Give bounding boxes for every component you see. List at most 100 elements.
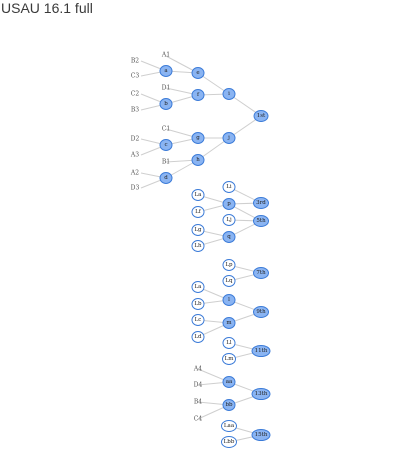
node-label: Lm [225,356,235,362]
node-bb[interactable]: bb [222,399,236,411]
node-p[interactable]: p [222,198,236,210]
node-e[interactable]: e [191,67,205,79]
node-circle [222,259,236,271]
node-circle [222,132,236,144]
node-label: a [164,68,168,74]
node-circle [191,314,205,326]
node-label: l [228,297,230,303]
node-label: e [196,70,199,76]
node-5th[interactable]: 5th [253,215,269,227]
node-circle [222,353,236,365]
node-i[interactable]: i [222,88,236,100]
node-b[interactable]: b [159,98,173,110]
node-circle [253,215,269,227]
node-label: q [227,234,231,240]
node-3rd[interactable]: 3rd [253,197,269,209]
node-Lf[interactable]: Lf [191,206,205,218]
node-circle [222,231,236,243]
node-label: h [196,157,200,163]
node-circle [253,267,269,279]
node-circle [253,197,269,209]
node-label: Li [226,184,232,190]
node-label: 13th [255,391,268,397]
node-d[interactable]: d [159,172,173,184]
node-circle [222,275,236,287]
node-circle [222,376,236,388]
node-circle [191,206,205,218]
node-circle [222,294,236,306]
node-9th[interactable]: 9th [253,306,269,318]
seed-label: C4 [194,416,203,423]
node-circle [191,281,205,293]
node-circle [191,154,205,166]
node-circle [253,110,269,122]
node-label: d [164,175,168,181]
seed-label: D3 [131,185,140,192]
node-Ll[interactable]: Ll [222,337,236,349]
node-l[interactable]: l [222,294,236,306]
page-title: USAU 16.1 full [1,0,93,16]
seed-label: C2 [131,91,140,98]
seed-labels: B2 C3 A1 C2 B3 D1 D2 A3 C1 A2 D3 B1 A4 D… [130,52,203,423]
node-1st[interactable]: 1st [253,110,269,122]
node-m[interactable]: m [222,317,236,329]
node-label: 7th [256,270,266,276]
node-j[interactable]: j [222,132,236,144]
node-label: Laa [224,423,235,429]
node-q[interactable]: q [222,231,236,243]
seed-label: B3 [131,107,139,114]
node-Lc[interactable]: Lc [191,314,205,326]
seed-label: D1 [162,85,171,92]
node-g[interactable]: g [191,132,205,144]
node-Lq[interactable]: Lq [222,275,236,287]
node-13th[interactable]: 13th [251,388,271,400]
node-circle [222,181,236,193]
node-Lh[interactable]: Lh [191,240,205,252]
node-circle [191,89,205,101]
node-label: bb [225,402,233,408]
node-h[interactable]: h [191,154,205,166]
node-label: Lh [194,243,202,249]
node-Li[interactable]: Li [222,181,236,193]
node-c[interactable]: c [159,139,173,151]
node-circle [159,65,173,77]
node-15th[interactable]: 15th [251,429,271,441]
node-Lb[interactable]: Lb [191,298,205,310]
node-label: Ll [226,340,232,346]
seed-label: C1 [162,126,170,133]
node-Lj[interactable]: Lj [222,214,236,226]
node-label: f [197,92,200,98]
node-label: b [164,101,168,107]
node-circle [251,345,271,357]
node-label: i [228,91,230,97]
node-11th[interactable]: 11th [251,345,271,357]
node-circle [251,429,271,441]
node-a[interactable]: a [159,65,173,77]
node-circle [159,98,173,110]
node-La[interactable]: La [191,189,205,201]
node-label: Ld [194,334,202,340]
node-La-lower[interactable]: La [191,281,205,293]
bracket-nodes: a b c d e f g h i j 1st La Lf Lg Lh Li p… [159,65,271,448]
node-7th[interactable]: 7th [253,267,269,279]
node-Ld[interactable]: Ld [191,331,205,343]
node-label: 11th [255,348,268,354]
node-aa[interactable]: aa [222,376,236,388]
node-label: La [195,192,203,198]
node-Laa[interactable]: Laa [221,420,237,432]
node-circle [251,388,271,400]
node-Lbb[interactable]: Lbb [221,436,237,448]
node-circle [191,331,205,343]
node-label: 15th [255,432,268,438]
node-Lp[interactable]: Lp [222,259,236,271]
node-circle [191,298,205,310]
node-circle [159,172,173,184]
seed-label: A2 [130,170,139,177]
node-f[interactable]: f [191,89,205,101]
node-Lg[interactable]: Lg [191,224,205,236]
node-label: p [227,201,231,207]
seed-label: D2 [131,136,140,143]
node-Lm[interactable]: Lm [222,353,236,365]
node-label: La [195,284,203,290]
